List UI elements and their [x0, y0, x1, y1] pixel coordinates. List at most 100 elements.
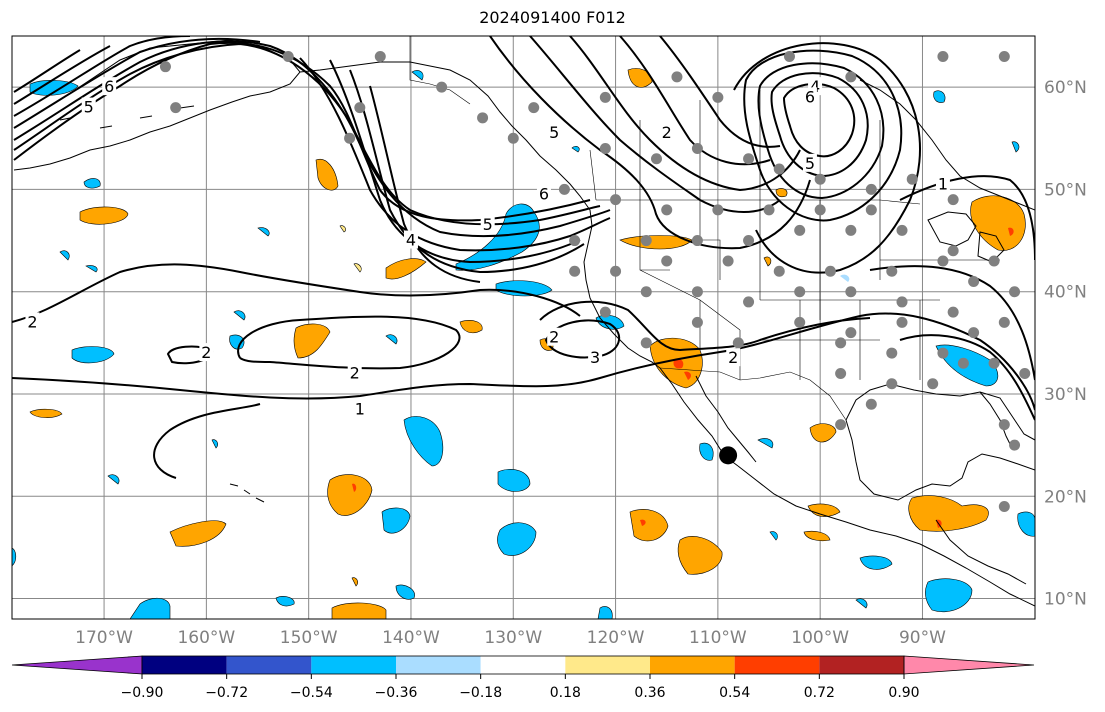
station-dot — [794, 224, 806, 236]
lat-tick-label: 50°N — [1044, 180, 1087, 200]
aleutian-islands — [59, 105, 195, 129]
contour-label: 5 — [84, 98, 94, 117]
colorbar-segment — [226, 656, 312, 674]
contour-ridge-2 — [529, 36, 781, 213]
contour-label-bg — [352, 399, 367, 418]
station-dot — [282, 50, 294, 62]
lon-tick-label: 110°W — [689, 628, 747, 648]
station-dot — [896, 224, 908, 236]
contour-label-bg — [726, 348, 741, 367]
station-dot — [1009, 286, 1021, 298]
station-dot — [957, 357, 969, 369]
station-dot — [998, 316, 1010, 328]
station-dot — [937, 255, 949, 267]
station-dot — [773, 265, 785, 277]
colorbar-tick-label: −0.36 — [375, 685, 418, 701]
station-dot — [712, 91, 724, 103]
contour-label: 2 — [728, 348, 738, 367]
contour-label: 4 — [810, 77, 820, 96]
station-dot — [640, 235, 652, 247]
station-dot — [937, 50, 949, 62]
station-dot — [374, 50, 386, 62]
colorbar-under-triangle — [11, 655, 143, 675]
central-america — [935, 519, 1027, 585]
station-dot — [743, 235, 755, 247]
station-dot — [712, 204, 724, 216]
contour-label: 2 — [27, 312, 37, 331]
contour-1-south — [12, 312, 1035, 411]
station-dot — [968, 327, 980, 339]
contour-2-cal — [539, 300, 871, 352]
contour-label-bg — [536, 184, 551, 203]
colorbar-tick-label: −0.72 — [205, 685, 248, 701]
alaska-canada-border — [409, 36, 471, 105]
plot-title: 2024091400 F012 — [479, 8, 626, 27]
negative-anomaly-regions — [12, 70, 1035, 619]
station-dot — [886, 378, 898, 390]
lon-tick-label: 140°W — [382, 628, 440, 648]
station-dot — [610, 194, 622, 206]
station-dot — [170, 102, 182, 114]
contour-jet-3 — [13, 40, 611, 238]
contour-east-2 — [869, 265, 1035, 381]
alaska-coast — [13, 39, 301, 171]
station-dot — [783, 50, 795, 62]
contour-jet-7 — [13, 49, 481, 283]
contour-2-loop — [237, 315, 461, 370]
contour-low-3 — [770, 72, 869, 178]
station-dot — [865, 398, 877, 410]
coastlines — [13, 39, 1035, 607]
contour-label-bg — [935, 174, 950, 193]
station-dot — [691, 235, 703, 247]
contour-ridge-3 — [569, 36, 801, 192]
station-dot — [794, 286, 806, 298]
contour-low-1 — [743, 49, 903, 222]
lon-tick-label: 90°W — [899, 628, 946, 648]
colorbar-segment — [650, 656, 735, 674]
station-dot — [159, 61, 171, 73]
station-dots — [159, 50, 1031, 512]
great-lakes — [927, 211, 1005, 263]
map-frame — [11, 35, 1036, 620]
station-dot — [773, 163, 785, 175]
lon-tick-label: 130°W — [484, 628, 542, 648]
colorbar-segment — [480, 656, 566, 674]
contour-label-bg — [659, 123, 674, 142]
station-dot — [865, 183, 877, 195]
contour-label: 5 — [483, 215, 493, 234]
colorbar-segment — [819, 656, 904, 674]
lon-tick-label: 160°W — [177, 628, 235, 648]
station-dot — [661, 204, 673, 216]
contour-2-west — [12, 263, 581, 323]
station-dot — [937, 347, 949, 359]
station-dot — [947, 194, 959, 206]
weak-positive-regions — [339, 225, 362, 273]
station-dot — [691, 316, 703, 328]
contour-jet-1 — [13, 41, 591, 222]
station-dot — [599, 91, 611, 103]
us-mexico-border — [659, 367, 847, 421]
station-dot — [845, 286, 857, 298]
colorbar-segment — [311, 656, 396, 674]
station-dot — [640, 337, 652, 349]
contour-label: 2 — [549, 328, 559, 347]
contour-label: 5 — [805, 154, 815, 173]
station-dot — [814, 204, 826, 216]
station-dot — [968, 275, 980, 287]
contour-label: 1 — [938, 174, 948, 193]
station-dot — [763, 204, 775, 216]
contour-1-loop — [153, 403, 261, 479]
station-dot — [814, 173, 826, 185]
station-dot — [845, 224, 857, 236]
station-dot — [835, 337, 847, 349]
lat-tick-label: 20°N — [1044, 487, 1087, 507]
station-dot — [845, 327, 857, 339]
weak-negative-regions — [840, 274, 850, 282]
contour-label: 5 — [549, 123, 559, 142]
contour-label-bg — [347, 363, 362, 382]
contour-east-3 — [899, 334, 1035, 421]
colorbar-tick-label: 0.90 — [888, 685, 919, 701]
contour-label-bg — [403, 230, 418, 249]
colorbar-segment — [734, 656, 820, 674]
